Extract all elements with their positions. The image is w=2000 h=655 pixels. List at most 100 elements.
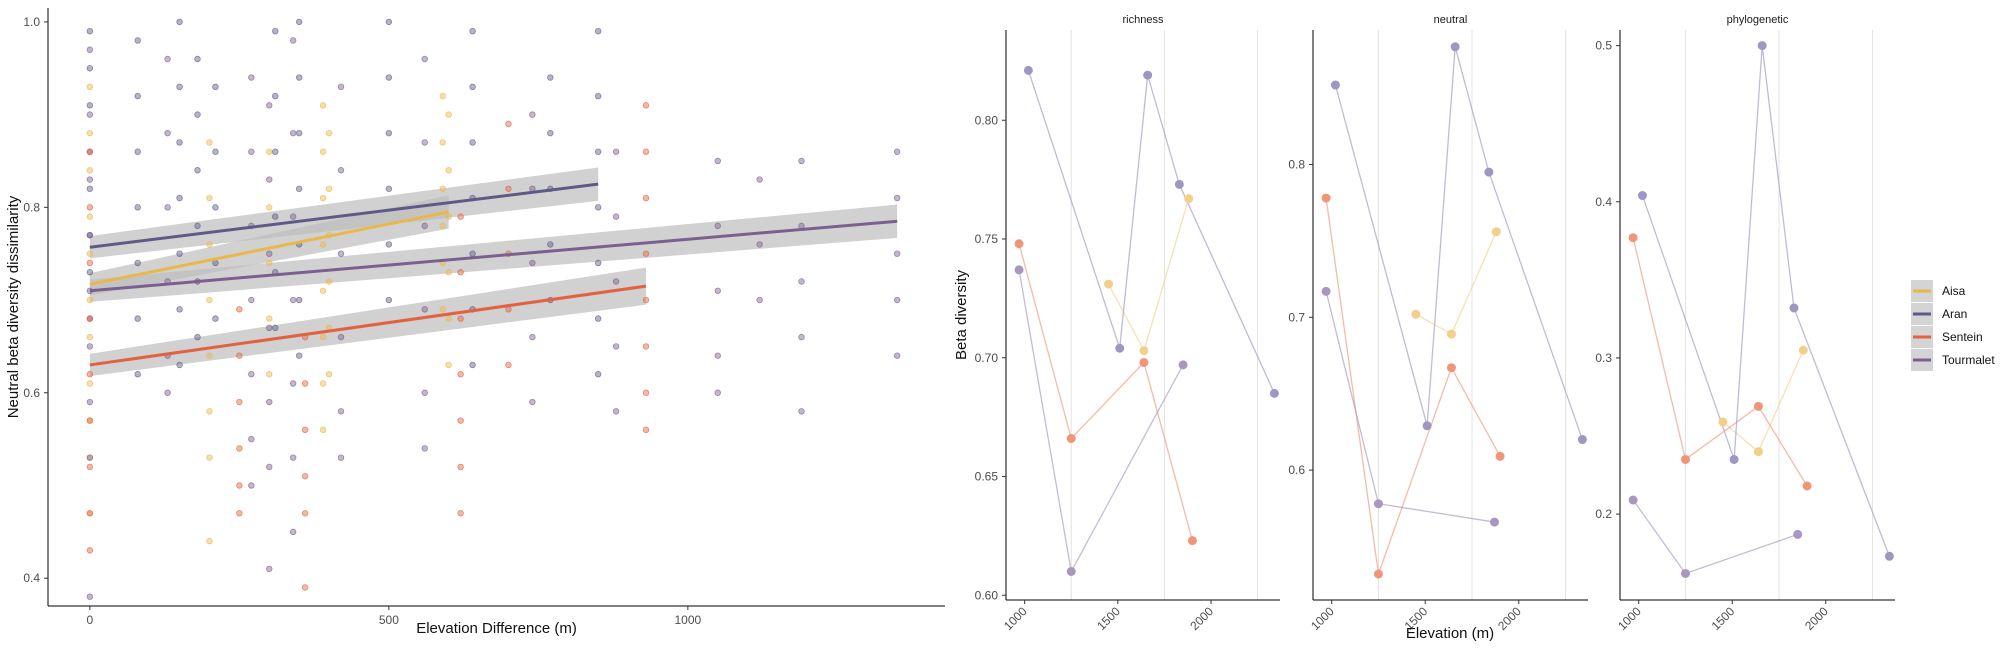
data-point bbox=[164, 204, 171, 211]
data-point bbox=[236, 482, 243, 489]
data-point bbox=[337, 408, 345, 415]
data-point bbox=[86, 27, 94, 35]
y-tick-label: 0.75 bbox=[975, 232, 999, 246]
data-point bbox=[86, 185, 94, 192]
data-point bbox=[457, 315, 464, 322]
y-tick-label: 0.65 bbox=[975, 470, 999, 484]
data-point bbox=[86, 398, 94, 406]
data-point bbox=[134, 315, 141, 322]
data-point bbox=[266, 204, 273, 211]
data-point bbox=[439, 139, 446, 146]
confidence-band-sentein bbox=[89, 267, 647, 377]
data-point bbox=[612, 213, 620, 220]
data-point bbox=[319, 380, 327, 387]
legend: Aisa Aran Sentein Tourmalet bbox=[1911, 280, 1995, 371]
y-tick-label: 1.0 bbox=[23, 15, 40, 29]
data-point bbox=[505, 120, 512, 128]
data-point bbox=[594, 371, 602, 378]
legend-label: Aran bbox=[1942, 307, 1967, 321]
data-point bbox=[301, 473, 309, 480]
data-point bbox=[642, 194, 650, 202]
data-point bbox=[421, 55, 428, 63]
data-point bbox=[1495, 451, 1505, 461]
data-point bbox=[86, 463, 94, 471]
data-point bbox=[176, 250, 183, 257]
data-point bbox=[457, 510, 464, 517]
data-point bbox=[1798, 345, 1808, 355]
data-point bbox=[756, 241, 763, 248]
y-tick-label: 0.4 bbox=[1595, 195, 1612, 209]
data-point bbox=[1718, 417, 1728, 427]
data-point bbox=[248, 435, 255, 443]
x-tick-label: 1500 bbox=[1094, 604, 1123, 633]
regression-line-aran bbox=[89, 182, 599, 249]
data-point bbox=[469, 250, 476, 257]
data-point bbox=[295, 296, 303, 304]
data-point bbox=[236, 510, 243, 517]
data-point bbox=[266, 250, 273, 257]
series-line-aisa bbox=[1415, 231, 1497, 336]
data-point bbox=[385, 296, 393, 304]
data-point bbox=[1321, 286, 1331, 296]
data-point bbox=[457, 371, 464, 378]
data-point bbox=[505, 185, 512, 192]
data-point bbox=[86, 296, 94, 304]
data-point bbox=[756, 296, 763, 304]
data-point bbox=[1729, 454, 1739, 464]
data-point bbox=[176, 18, 183, 26]
data-point bbox=[1680, 454, 1690, 464]
series-line-tourmalet bbox=[1325, 291, 1495, 523]
data-point bbox=[612, 408, 620, 415]
x-tick-label: 2000 bbox=[1802, 604, 1831, 633]
data-point bbox=[1577, 435, 1587, 445]
data-point bbox=[1373, 499, 1383, 509]
legend-label: Tourmalet bbox=[1942, 353, 1995, 367]
data-point bbox=[212, 204, 219, 211]
data-point bbox=[547, 129, 554, 137]
data-point bbox=[1757, 41, 1767, 51]
data-point bbox=[206, 454, 213, 461]
data-point bbox=[134, 204, 141, 211]
data-point bbox=[594, 92, 602, 100]
data-point bbox=[134, 259, 141, 267]
data-point bbox=[469, 27, 476, 35]
data-point bbox=[86, 547, 94, 554]
data-point bbox=[301, 584, 309, 591]
data-point bbox=[469, 361, 476, 369]
data-point bbox=[289, 380, 297, 387]
confidence-band-tourmalet bbox=[89, 204, 898, 302]
data-point bbox=[248, 482, 255, 489]
data-point bbox=[337, 250, 345, 257]
x-tick-label: 500 bbox=[379, 613, 399, 627]
y-tick-label: 0.5 bbox=[1595, 39, 1612, 53]
data-point bbox=[1446, 363, 1456, 373]
data-point bbox=[594, 315, 602, 322]
data-point bbox=[176, 361, 183, 369]
data-point bbox=[295, 352, 303, 359]
data-point bbox=[439, 185, 446, 192]
data-point bbox=[469, 83, 476, 91]
data-point bbox=[266, 148, 273, 155]
data-point bbox=[86, 333, 94, 341]
data-point bbox=[1023, 65, 1033, 75]
data-point bbox=[1789, 303, 1799, 313]
data-point bbox=[1014, 265, 1024, 275]
series-line-tourmalet bbox=[1632, 499, 1798, 575]
data-point bbox=[642, 296, 650, 304]
data-point bbox=[1269, 388, 1279, 398]
data-point bbox=[1753, 401, 1763, 411]
data-point bbox=[86, 417, 94, 424]
data-point bbox=[134, 37, 141, 44]
data-point bbox=[86, 269, 94, 276]
facet-panels: richness 0.60 0.65 0.70 0.75 0.80 1000 1500 2000… bbox=[953, 14, 1895, 642]
data-point bbox=[86, 102, 94, 109]
data-point bbox=[1321, 193, 1331, 203]
data-point bbox=[266, 371, 273, 378]
data-point bbox=[236, 306, 243, 313]
data-point bbox=[1680, 568, 1690, 578]
data-point bbox=[86, 250, 94, 257]
data-point bbox=[439, 306, 446, 313]
data-point bbox=[594, 148, 602, 155]
data-point bbox=[206, 408, 213, 415]
